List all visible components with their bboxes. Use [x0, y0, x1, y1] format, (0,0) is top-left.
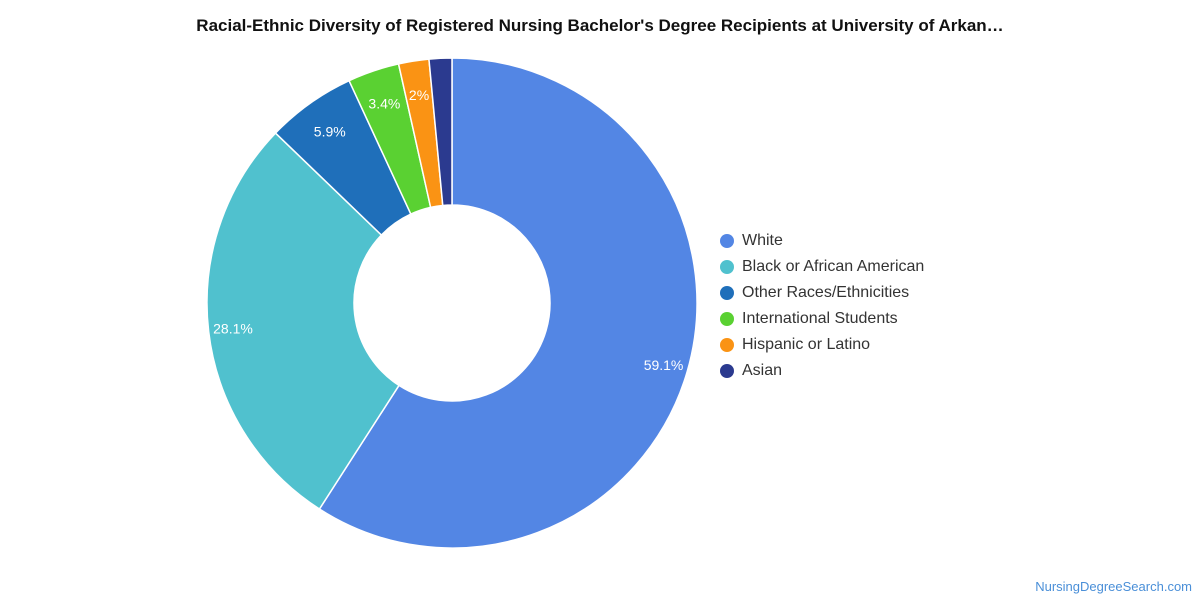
slice-black-or-african-american[interactable]: [206, 131, 401, 511]
chart-title: Racial-Ethnic Diversity of Registered Nu…: [196, 16, 1004, 35]
slice-value-label: 5.9%: [314, 123, 346, 139]
legend-label: Other Races/Ethnicities: [742, 284, 910, 301]
slice-value-label: 28.1%: [213, 321, 253, 337]
chart-legend: White Black or African American Other Race…: [720, 228, 924, 384]
slice-value-label: 3.4%: [368, 95, 400, 111]
legend-label: White: [742, 232, 783, 249]
slice-value-label: 2%: [409, 87, 429, 103]
slice-asian[interactable]: [428, 57, 453, 207]
legend-item[interactable]: Hispanic or Latino: [720, 332, 924, 358]
legend-item[interactable]: White: [720, 228, 924, 254]
legend-marker-icon: [720, 338, 734, 352]
legend-item[interactable]: Other Races/Ethnicities: [720, 280, 924, 306]
slice-white[interactable]: [318, 57, 698, 549]
legend-label: Black or African American: [742, 258, 925, 275]
legend-marker-icon: [720, 260, 734, 274]
legend-item[interactable]: Asian: [720, 358, 924, 384]
legend-marker-icon: [720, 312, 734, 326]
legend-label: International Students: [742, 310, 898, 327]
legend-marker-icon: [720, 234, 734, 248]
legend-item[interactable]: International Students: [720, 306, 924, 332]
slice-value-label: 59.1%: [644, 357, 684, 373]
legend-marker-icon: [720, 286, 734, 300]
legend-marker-icon: [720, 364, 734, 378]
legend-label: Hispanic or Latino: [742, 336, 871, 353]
legend-item[interactable]: Black or African American: [720, 254, 924, 280]
source-credit[interactable]: NursingDegreeSearch.com: [1035, 579, 1192, 594]
legend-label: Asian: [742, 362, 783, 379]
